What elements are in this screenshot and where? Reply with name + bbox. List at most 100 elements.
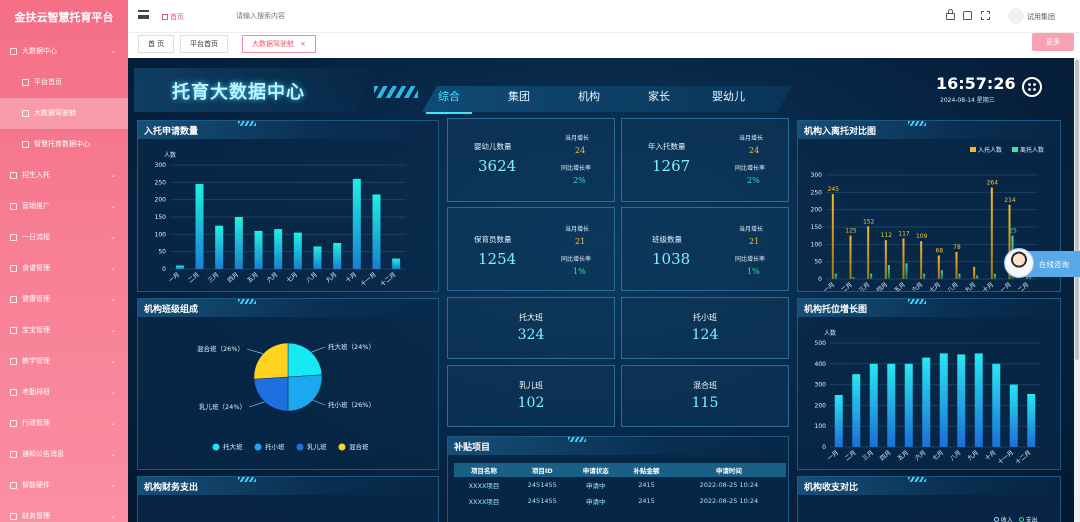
- sidebar-item-label: 财务管理: [22, 512, 50, 520]
- sidebar-item-12[interactable]: 行政管理 ⌄: [0, 408, 128, 439]
- tab-dashboard[interactable]: 大数据驾驶舱 ×: [242, 35, 316, 53]
- scroll-thumb[interactable]: [1075, 60, 1079, 360]
- tab-home[interactable]: 首 页: [138, 35, 175, 53]
- bar: [849, 235, 852, 279]
- table-cell: 2451455: [527, 481, 557, 489]
- y-tick-label: 100: [155, 231, 167, 238]
- avatar[interactable]: [1008, 8, 1024, 24]
- sidebar-item-1[interactable]: 平台首页: [0, 67, 128, 98]
- bar: [852, 277, 855, 279]
- sidebar-item-label: 营销推广: [22, 202, 50, 210]
- menu-item-icon: [10, 420, 17, 427]
- bar: [974, 353, 983, 447]
- theme-shirt-icon[interactable]: [963, 11, 972, 20]
- y-tick-label: 250: [155, 179, 167, 186]
- bar: [870, 273, 873, 279]
- sidebar-item-8[interactable]: 健康管理 ⌄: [0, 284, 128, 315]
- menu-item-icon: [22, 79, 29, 86]
- data-label: 109: [916, 233, 928, 240]
- sidebar-item-2[interactable]: 大数据驾驶舱: [0, 98, 128, 129]
- sidebar-item-label: 平台首页: [34, 78, 62, 86]
- bar: [887, 363, 896, 447]
- panel-head: 入托申请数量: [138, 121, 438, 139]
- tab-platform-home[interactable]: 平台首页: [180, 35, 228, 53]
- sidebar-item-3[interactable]: 智慧托育数据中心: [0, 129, 128, 160]
- sidebar-item-10[interactable]: 教学管理 ⌄: [0, 346, 128, 377]
- panel-decoration: [238, 299, 256, 304]
- lock-icon[interactable]: [946, 9, 955, 20]
- user-name[interactable]: 试用集团: [1027, 13, 1055, 21]
- online-consult-button[interactable]: 在线咨询: [1004, 248, 1080, 278]
- breadcrumb-home[interactable]: 首页: [162, 12, 184, 22]
- bar: [254, 230, 263, 269]
- class-value: 115: [691, 395, 719, 411]
- nav-tab-overview[interactable]: 综合: [438, 90, 460, 103]
- nav-tab-group[interactable]: 集团: [508, 90, 530, 103]
- x-tick-label: 十二月: [379, 270, 398, 288]
- pie-slice: [287, 342, 323, 378]
- stat-ratio-value: 1%: [573, 267, 586, 276]
- table-row[interactable]: XXXX项目 2451455 申请中 2415 2022-08-25 10:24: [454, 493, 786, 509]
- sidebar-item-5[interactable]: 营销推广 ⌄: [0, 191, 128, 222]
- chevron-down-icon: ⌄: [110, 202, 116, 210]
- panel-title: 补贴项目: [454, 443, 491, 453]
- stat-month-label: 当月增长: [739, 226, 764, 233]
- more-button[interactable]: 更多: [1032, 33, 1074, 51]
- menu-item-icon: [10, 513, 17, 520]
- sidebar-item-9[interactable]: 宝宝管理 ⌄: [0, 315, 128, 346]
- subsidy-table: 项目名称 项目ID 申请状态 补贴金额 申请时间 XXXX项目 2451455 …: [454, 463, 786, 509]
- bar: [392, 258, 401, 269]
- x-tick-label: 六月: [910, 280, 924, 291]
- nav-tab-infant[interactable]: 婴幼儿: [712, 90, 745, 103]
- menu-item-icon: [22, 110, 29, 117]
- chevron-down-icon: ⌄: [110, 512, 116, 520]
- search-input[interactable]: [236, 9, 356, 23]
- x-tick-label: 十一月: [994, 280, 1013, 291]
- sidebar-item-label: 智慧托育数据中心: [34, 140, 90, 148]
- x-tick-label: 一月: [822, 281, 836, 291]
- x-tick-label: 三月: [858, 281, 872, 291]
- stat-label: 班级数量: [652, 235, 682, 244]
- dashboard-topbar: 托育大数据中心 综合 集团 机构 家长 婴幼儿 16:57:26 2024-08…: [128, 68, 1074, 114]
- sidebar-item-6[interactable]: 一日流程 ⌄: [0, 222, 128, 253]
- sidebar-item-4[interactable]: 招生入托 ⌄: [0, 160, 128, 191]
- panel-growth: 机构托位增长图 人数 500 400 300 200 100 0 一月 二月 三月 四月 五月 六月 七月…: [797, 298, 1061, 470]
- y-tick-label: 300: [815, 382, 827, 389]
- pie-slice-label: 托大班（24%）: [328, 342, 375, 351]
- table-cell: 2022-08-25 10:24: [699, 497, 759, 505]
- sidebar-item-15[interactable]: 财务管理 ⌄: [0, 501, 128, 522]
- menu-item-icon: [10, 389, 17, 396]
- x-tick-label: 十月: [983, 448, 997, 462]
- chevron-down-icon: ⌄: [110, 326, 116, 334]
- bar: [887, 265, 890, 279]
- stat-label: 年入托数量: [648, 142, 686, 151]
- sidebar-item-11[interactable]: 考勤排班 ⌄: [0, 377, 128, 408]
- menu-item-icon: [10, 451, 17, 458]
- legend-swatch: [1012, 147, 1018, 152]
- bar: [274, 229, 283, 269]
- panel-title: 机构收支对比: [804, 483, 859, 493]
- panel-decoration: [238, 477, 256, 482]
- nav-tab-institution[interactable]: 机构: [578, 90, 600, 103]
- pie-leader-line: [311, 346, 326, 353]
- data-label: 245: [828, 186, 840, 193]
- pie-slice: [287, 374, 323, 412]
- dashboard-menu-icon[interactable]: [1022, 77, 1042, 97]
- sidebar-item-13[interactable]: 通知公告消息 ⌄: [0, 439, 128, 470]
- y-tick-label: 0: [162, 266, 166, 273]
- hamburger-icon[interactable]: [138, 10, 149, 19]
- sidebar-item-0[interactable]: 大数据中心 ⌄: [0, 36, 128, 67]
- sidebar-item-7[interactable]: 食谱管理 ⌄: [0, 253, 128, 284]
- x-tick-label: 九月: [963, 280, 977, 291]
- menu-item-icon: [10, 358, 17, 365]
- close-icon[interactable]: ×: [300, 40, 306, 48]
- sidebar-item-14[interactable]: 智能硬件 ⌄: [0, 470, 128, 501]
- nav-active-underline: [426, 112, 472, 114]
- x-tick-label: 四月: [879, 449, 893, 462]
- scrollbar[interactable]: [1074, 58, 1080, 522]
- stat-label: 保育员数量: [474, 235, 512, 244]
- nav-tab-parent[interactable]: 家长: [648, 90, 670, 103]
- fullscreen-icon[interactable]: [981, 11, 990, 20]
- x-tick-label: 五月: [893, 281, 907, 291]
- table-row[interactable]: XXXX项目 2451455 申请中 2415 2022-08-25 10:24: [454, 477, 786, 493]
